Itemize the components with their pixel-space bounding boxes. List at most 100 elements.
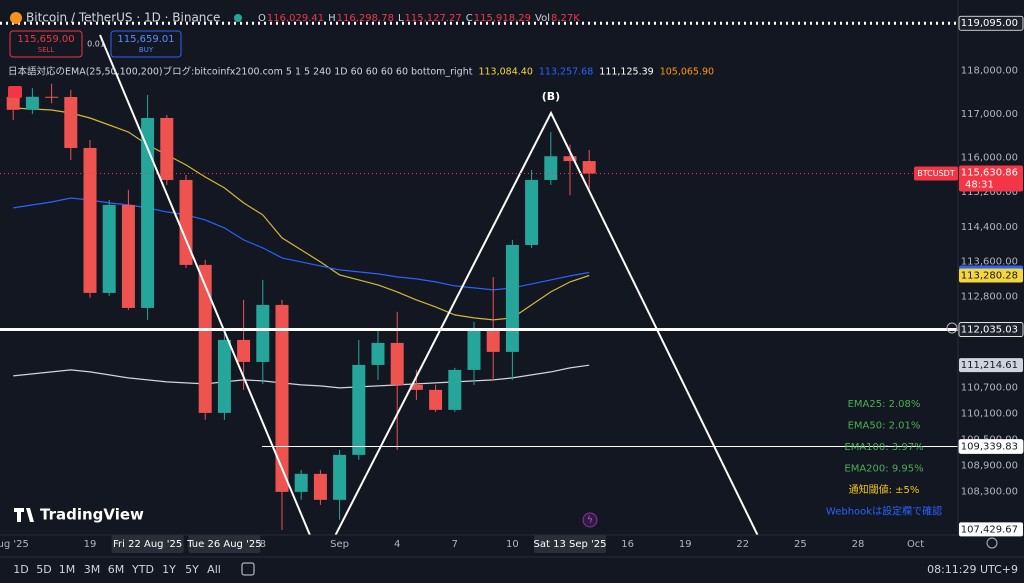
price-label-box: [959, 268, 1023, 283]
range-button[interactable]: 1M: [59, 563, 76, 576]
last-price-label: 115,630.86: [961, 168, 1018, 179]
indicator-value: 111,125.39: [599, 67, 653, 78]
ohlc-key: L: [398, 13, 404, 24]
candle-body: [198, 264, 212, 413]
ohlc-key: H: [328, 13, 336, 24]
x-tick-label: Sat 13 Sep '25: [534, 539, 607, 550]
range-button[interactable]: 5D: [36, 563, 51, 576]
y-tick-label: 113,600.00: [961, 257, 1018, 268]
candle-body: [525, 179, 539, 245]
candle-body: [237, 339, 251, 362]
candle-body: [294, 473, 308, 492]
price-marker: [958, 15, 1024, 31]
x-tick-label: 8: [260, 539, 266, 550]
y-tick-label: 108,900.00: [961, 461, 1018, 472]
y-tick-label: 108,300.00: [961, 487, 1018, 498]
alert-icon[interactable]: [582, 512, 598, 528]
candle-body: [179, 179, 193, 265]
buy-button[interactable]: [110, 30, 182, 58]
x-tick-label: 16: [621, 539, 634, 550]
candle-body: [102, 204, 116, 293]
range-button[interactable]: 5Y: [185, 563, 199, 576]
range-button[interactable]: YTD: [131, 563, 154, 576]
clock: 08:11:29 UTC+9: [927, 563, 1018, 576]
status-table-row: Webhookは設定欄で確認: [826, 505, 942, 518]
axes: 118,000.00 117,000.00 116,000.00 115,200.00…: [0, 15, 1024, 553]
candle-body: [371, 342, 385, 365]
x-tick-label: 25: [794, 539, 807, 550]
candles: [6, 83, 596, 530]
x-tick-label: ug '25: [0, 539, 29, 550]
candle-body: [390, 342, 404, 385]
indicator-name[interactable]: 日本語対応のEMA(25,50,100,200)ブログ:bitcoinfx210…: [8, 66, 473, 78]
x-tick-label: Fri 22 Aug '25: [113, 539, 182, 550]
candle-body: [275, 304, 289, 492]
symbol-title[interactable]: Bitcoin / TetherUS · 1D · Binance: [26, 11, 220, 25]
candle-body: [582, 161, 596, 174]
spread: 0.01: [87, 40, 105, 49]
candle-body: [467, 329, 481, 370]
add-alert[interactable]: [946, 322, 958, 334]
candle-body: [448, 369, 462, 410]
price-label: 113,280.28: [961, 271, 1018, 282]
status-table-row: EMA200: 9.95%: [844, 464, 923, 475]
settings[interactable]: [986, 537, 998, 549]
symbol-icon: [10, 12, 22, 24]
wave-line: [99, 34, 311, 535]
ohlc-key: Vol: [535, 13, 550, 24]
ohlc-value: 8.27K: [551, 13, 580, 24]
x-tick-label: 28: [852, 539, 865, 550]
candle-body: [563, 156, 577, 162]
y-tick-label: 115,200.00: [961, 187, 1018, 198]
symbol-box: [914, 166, 958, 181]
x-tick-box: [111, 535, 184, 553]
candle-body: [429, 389, 443, 410]
price-marker: [958, 322, 1024, 337]
status-table-row: EMA100: 3.97%: [844, 442, 923, 453]
candle-body: [352, 364, 366, 455]
x-tick-label: Sep: [330, 539, 349, 550]
y-tick-label: 114,400.00: [961, 222, 1018, 233]
range-button[interactable]: All: [207, 563, 221, 576]
range-button[interactable]: 1D: [13, 563, 28, 576]
calendar-icon[interactable]: [241, 562, 255, 576]
y-tick-label: 118,000.00: [961, 66, 1018, 77]
price-label: 111,214.61: [961, 360, 1018, 371]
candle-body: [313, 473, 327, 500]
candle-body: [141, 117, 155, 308]
drawings: ϟ: [0, 21, 958, 535]
logo-icon: [14, 508, 34, 522]
candle-body: [45, 96, 59, 98]
ohlc-value: 116,298.78: [337, 13, 394, 24]
range-button[interactable]: 1Y: [162, 563, 176, 576]
candle-body: [333, 454, 347, 500]
candle-body: [64, 96, 78, 148]
candle-body: [6, 96, 20, 110]
x-tick-box: [188, 535, 261, 553]
buy-price: 115,659.01: [117, 34, 174, 45]
price-marker: [958, 439, 1024, 454]
ohlc-value: 116,029.41: [267, 13, 324, 24]
x-tick-label: 4: [394, 539, 400, 550]
range-button[interactable]: 3M: [84, 563, 101, 576]
price-marker-label: 112,035.03: [961, 325, 1018, 336]
range-button[interactable]: 6M: [108, 563, 125, 576]
ohlc-key: O: [258, 13, 266, 24]
y-tick-label: 116,000.00: [961, 153, 1018, 164]
price-label-box: [959, 358, 1023, 373]
status-table-row: 通知閾値: ±5%: [849, 483, 920, 496]
sell-price: 115,659.00: [17, 34, 74, 45]
ohlc-key: C: [466, 13, 473, 24]
price-label-box: [959, 522, 1023, 537]
x-tick-label: 22: [736, 539, 749, 550]
x-tick-box: [534, 535, 606, 553]
wave-line: [334, 110, 759, 535]
x-tick-label: Tue 26 Aug '25: [186, 539, 261, 550]
last-price-box: [959, 165, 1023, 192]
price-label: 107,429.67: [961, 524, 1018, 535]
x-tick-label: Oct: [907, 539, 924, 550]
wave-label: (B): [542, 90, 560, 103]
sell-button[interactable]: [9, 30, 83, 58]
candle-body: [160, 117, 174, 180]
candle-body: [217, 339, 231, 413]
